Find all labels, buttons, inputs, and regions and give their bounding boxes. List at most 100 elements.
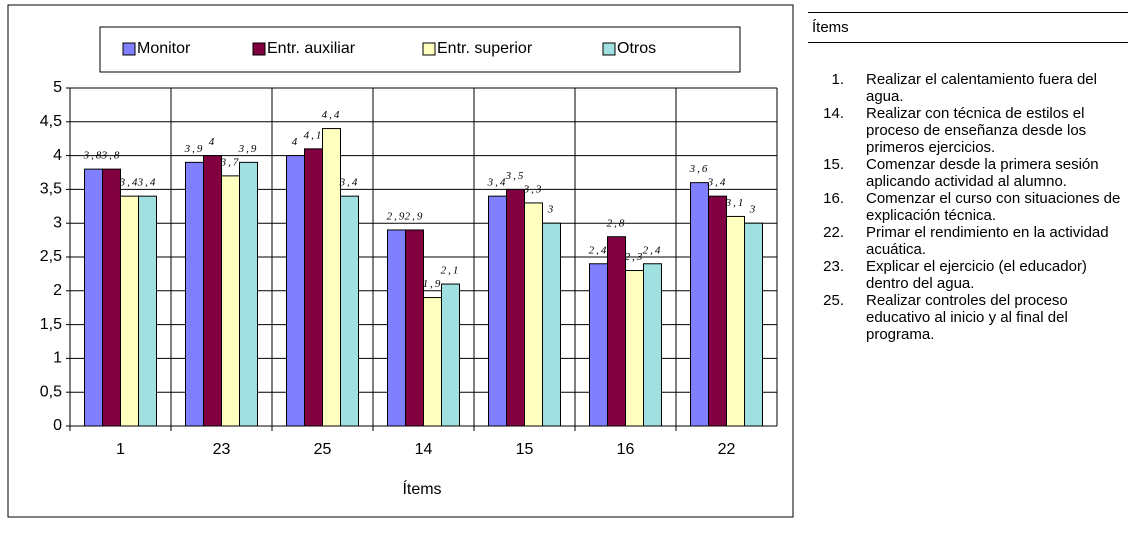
value-label: 2,1 (441, 265, 461, 277)
legend-label: Entr. superior (437, 40, 533, 57)
bar (322, 128, 341, 427)
item-text: Explicar el ejercicio (el educador) dent… (866, 258, 1087, 292)
value-label: 3 (547, 204, 556, 216)
x-tick-label: 1 (116, 441, 125, 458)
item-number: 15. (823, 156, 844, 173)
item: 23. Explicar el ejercicio (el educador) d… (808, 258, 1128, 292)
item: 15. Comenzar desde la primera sesión apli… (808, 156, 1128, 190)
x-tick-label: 15 (516, 441, 534, 458)
legend-swatch (252, 42, 266, 56)
value-label: 4,4 (322, 109, 342, 121)
bar (441, 283, 460, 427)
bar (304, 148, 323, 427)
value-label: 3,4 (119, 177, 140, 189)
item-text: Realizar con técnica de estilos el proce… (866, 105, 1087, 156)
value-label: 4 (292, 136, 300, 148)
bar (488, 195, 507, 427)
y-tick-label: 2,5 (40, 248, 62, 265)
bar (221, 175, 240, 427)
x-tick-label: 23 (213, 441, 231, 458)
value-label: 3,9 (184, 143, 205, 155)
legend-box (99, 26, 741, 73)
y-tick-label: 4 (53, 147, 62, 164)
value-label: 3,4 (487, 177, 508, 189)
y-tick-label: 0 (53, 417, 62, 434)
item-text: Realizar el calentamiento fuera del agua… (866, 71, 1097, 105)
bar (744, 222, 763, 427)
item-number: 25. (823, 292, 844, 309)
item: 14. Realizar con técnica de estilos el pr… (808, 105, 1128, 156)
bar (102, 168, 121, 427)
bar (506, 188, 525, 427)
item-text: Comenzar el curso con situaciones de exp… (866, 190, 1121, 224)
bar (84, 168, 103, 427)
bar (138, 195, 157, 427)
legend-label: Otros (617, 40, 656, 57)
value-label: 4 (209, 136, 217, 148)
value-label: 3,4 (339, 177, 360, 189)
item: 22. Primar el rendimiento en la actividad… (808, 224, 1128, 258)
chart: Ítems 00,511,522,533,544,5513,83,83,43,4… (7, 4, 794, 518)
x-axis-title: Ítems (402, 479, 441, 498)
item-text: Comenzar desde la primera sesión aplican… (866, 156, 1099, 190)
panel-title: Ítems (808, 12, 1128, 43)
item-number: 1. (831, 71, 844, 88)
value-label: 3,4 (707, 177, 728, 189)
item-text: Realizar controles del proceso educativo… (866, 292, 1068, 343)
bar (524, 202, 543, 427)
bar (405, 229, 424, 427)
y-tick-label: 0,5 (40, 383, 62, 400)
value-label: 3,9 (238, 143, 259, 155)
y-tick-label: 3,5 (40, 181, 62, 198)
value-label: 3,7 (220, 156, 241, 168)
legend-label: Entr. auxiliar (267, 40, 356, 57)
item-number: 16. (823, 190, 844, 207)
bar (589, 263, 608, 427)
bar (607, 236, 626, 427)
value-label: 3,8 (83, 150, 104, 162)
bar (340, 195, 359, 427)
bar (387, 229, 406, 427)
value-label: 2,9 (405, 210, 425, 222)
y-tick-label: 1,5 (40, 316, 62, 333)
bar (690, 182, 709, 427)
y-tick-label: 5 (53, 79, 62, 96)
bar (185, 161, 204, 427)
value-label: 2,9 (387, 210, 407, 222)
bar (423, 297, 442, 427)
item-number: 14. (823, 105, 844, 122)
value-label: 3,6 (689, 163, 710, 175)
x-tick-label: 25 (314, 441, 332, 458)
value-label: 3,8 (101, 150, 122, 162)
item: 1. Realizar el calentamiento fuera del ag… (808, 71, 1128, 105)
items-list: 1. Realizar el calentamiento fuera del ag… (808, 71, 1128, 343)
item: 25. Realizar controles del proceso educat… (808, 292, 1128, 343)
value-label: 3 (749, 204, 758, 216)
value-label: 2,4 (589, 244, 609, 256)
value-label: 2,8 (607, 217, 627, 229)
bar (542, 222, 561, 427)
items-panel: Ítems 1. Realizar el calentamiento fuera … (808, 12, 1128, 343)
item-number: 22. (823, 224, 844, 241)
legend-swatch (422, 42, 436, 56)
value-label: 1,9 (423, 278, 443, 290)
item-number: 23. (823, 258, 844, 275)
y-tick-label: 2 (53, 282, 62, 299)
value-label: 3,4 (137, 177, 158, 189)
bar (286, 155, 305, 427)
value-label: 2,3 (625, 251, 645, 263)
y-tick-label: 4,5 (40, 113, 62, 130)
y-tick-label: 3 (53, 214, 62, 231)
x-tick-label: 14 (415, 441, 433, 458)
value-label: 4,1 (304, 129, 324, 141)
value-label: 3,3 (523, 183, 544, 195)
item: 16. Comenzar el curso con situaciones de … (808, 190, 1128, 224)
bar (120, 195, 139, 427)
value-label: 2,4 (643, 244, 663, 256)
legend-swatch (602, 42, 616, 56)
bar (708, 195, 727, 427)
item-text: Primar el rendimiento en la actividad ac… (866, 224, 1109, 258)
bar (726, 215, 745, 427)
bar (643, 263, 662, 427)
value-label: 3,1 (725, 197, 746, 209)
